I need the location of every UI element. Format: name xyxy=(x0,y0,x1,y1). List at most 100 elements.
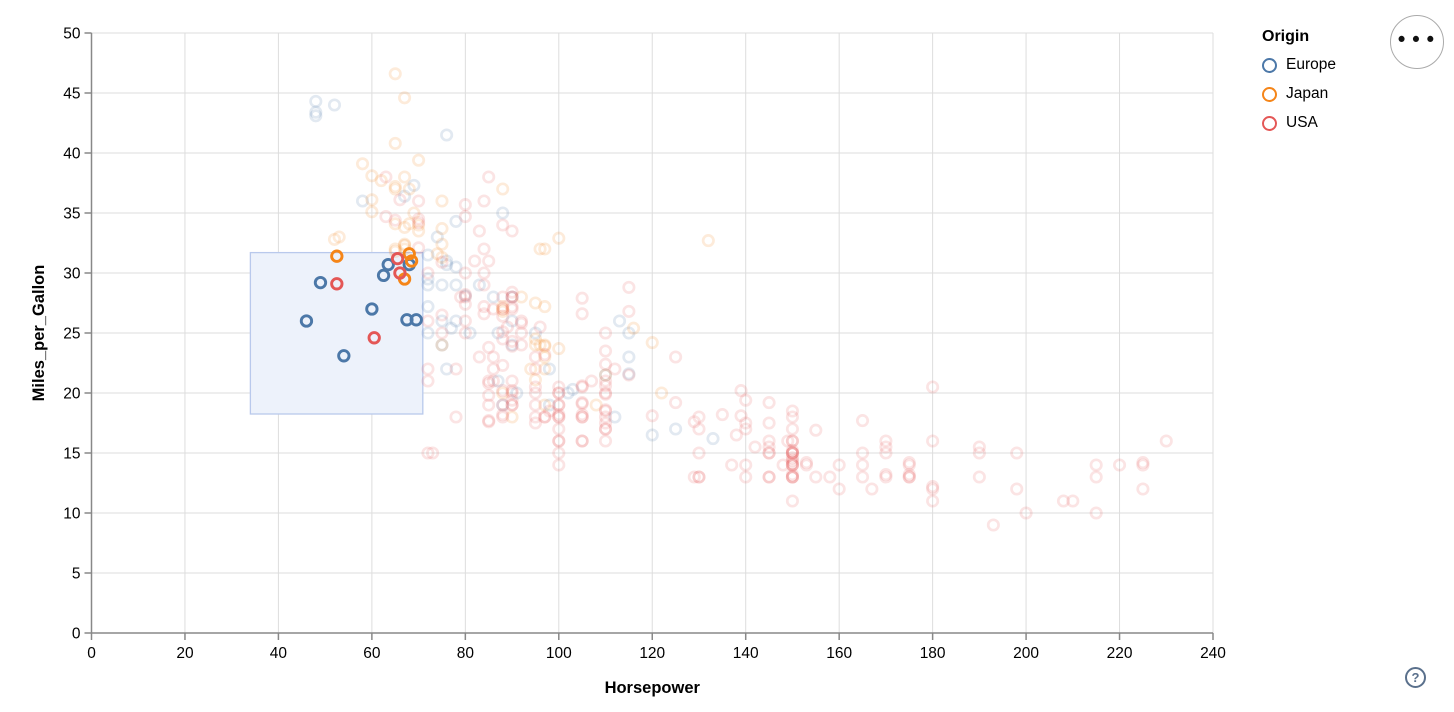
data-point[interactable] xyxy=(458,289,472,303)
data-point[interactable] xyxy=(463,326,477,340)
data-point[interactable] xyxy=(365,169,379,183)
data-point[interactable] xyxy=(739,393,753,407)
data-point[interactable] xyxy=(505,334,519,348)
data-point[interactable] xyxy=(538,242,552,256)
data-point[interactable] xyxy=(799,458,814,472)
data-point[interactable] xyxy=(458,266,472,280)
data-point[interactable] xyxy=(598,379,613,393)
data-point[interactable] xyxy=(430,247,444,261)
data-point[interactable] xyxy=(972,440,986,454)
data-point[interactable] xyxy=(785,458,799,472)
data-point[interactable] xyxy=(444,321,458,335)
data-point[interactable] xyxy=(421,272,435,286)
data-point[interactable] xyxy=(486,350,500,364)
data-point[interactable] xyxy=(785,404,799,418)
data-point[interactable] xyxy=(552,422,566,436)
data-point[interactable] xyxy=(421,278,435,292)
data-point[interactable] xyxy=(598,386,613,400)
data-point[interactable] xyxy=(799,456,814,470)
data-point[interactable] xyxy=(542,404,556,418)
data-point[interactable] xyxy=(505,338,519,352)
data-point[interactable] xyxy=(402,182,416,196)
data-point-selected[interactable] xyxy=(365,302,379,316)
data-point[interactable] xyxy=(477,278,491,292)
data-point[interactable] xyxy=(902,470,916,484)
data-point[interactable] xyxy=(355,157,370,171)
data-point[interactable] xyxy=(566,382,580,396)
data-point[interactable] xyxy=(785,434,799,448)
data-point[interactable] xyxy=(622,368,636,382)
data-point[interactable] xyxy=(692,446,706,460)
data-point[interactable] xyxy=(575,408,589,422)
data-point[interactable] xyxy=(1112,458,1127,472)
data-point[interactable] xyxy=(552,398,566,412)
data-point[interactable] xyxy=(785,458,799,472)
data-point[interactable] xyxy=(407,178,421,192)
data-point[interactable] xyxy=(388,180,402,194)
data-point[interactable] xyxy=(477,307,491,321)
data-point[interactable] xyxy=(435,237,449,251)
data-point[interactable] xyxy=(542,398,556,412)
data-point[interactable] xyxy=(598,368,613,382)
data-point[interactable] xyxy=(598,404,613,418)
data-point[interactable] xyxy=(575,291,589,305)
data-point[interactable] xyxy=(505,339,519,353)
data-point[interactable] xyxy=(421,314,435,328)
data-point[interactable] xyxy=(823,470,837,484)
data-point[interactable] xyxy=(598,434,613,448)
data-point[interactable] xyxy=(505,384,519,398)
data-point[interactable] xyxy=(514,290,528,304)
data-point[interactable] xyxy=(972,470,986,484)
data-point[interactable] xyxy=(762,440,776,454)
data-point[interactable] xyxy=(528,398,542,412)
data-point[interactable] xyxy=(486,290,500,304)
data-point[interactable] xyxy=(528,326,542,340)
data-point[interactable] xyxy=(785,456,799,470)
data-point[interactable] xyxy=(421,300,435,314)
data-point[interactable] xyxy=(538,339,552,353)
data-point[interactable] xyxy=(762,446,776,460)
data-point[interactable] xyxy=(379,210,393,224)
data-point[interactable] xyxy=(528,296,542,310)
data-point[interactable] xyxy=(365,205,379,219)
data-point[interactable] xyxy=(715,408,729,422)
data-point[interactable] xyxy=(575,410,589,424)
data-point[interactable] xyxy=(514,316,528,330)
data-point-selected[interactable] xyxy=(381,257,395,272)
data-point[interactable] xyxy=(538,300,552,314)
data-point[interactable] xyxy=(785,446,799,460)
data-point[interactable] xyxy=(785,422,799,436)
data-point[interactable] xyxy=(687,415,701,429)
data-point[interactable] xyxy=(486,302,500,316)
data-point[interactable] xyxy=(402,217,416,231)
data-point[interactable] xyxy=(388,217,402,231)
data-point[interactable] xyxy=(505,300,519,314)
data-point[interactable] xyxy=(785,470,799,484)
data-point[interactable] xyxy=(528,416,542,430)
data-point[interactable] xyxy=(398,189,412,203)
data-point[interactable] xyxy=(608,362,622,376)
data-point[interactable] xyxy=(379,170,393,184)
data-point[interactable] xyxy=(538,348,552,362)
data-point[interactable] xyxy=(398,220,412,234)
data-point[interactable] xyxy=(902,458,916,472)
data-point[interactable] xyxy=(398,170,412,184)
data-point[interactable] xyxy=(552,434,566,448)
data-point-selected[interactable] xyxy=(330,249,344,263)
data-point[interactable] xyxy=(734,409,748,423)
data-point[interactable] xyxy=(1056,494,1071,508)
data-point[interactable] xyxy=(538,410,552,424)
data-point[interactable] xyxy=(552,380,566,394)
data-point[interactable] xyxy=(538,398,552,412)
data-point[interactable] xyxy=(505,374,519,388)
data-point[interactable] xyxy=(552,342,566,356)
data-point[interactable] xyxy=(477,300,491,314)
data-point[interactable] xyxy=(496,332,510,346)
data-point[interactable] xyxy=(879,470,893,484)
data-point[interactable] xyxy=(692,410,706,424)
data-point[interactable] xyxy=(458,210,472,224)
data-point[interactable] xyxy=(514,326,528,340)
data-point[interactable] xyxy=(785,410,799,424)
data-point[interactable] xyxy=(1066,494,1080,508)
data-point[interactable] xyxy=(491,326,505,340)
